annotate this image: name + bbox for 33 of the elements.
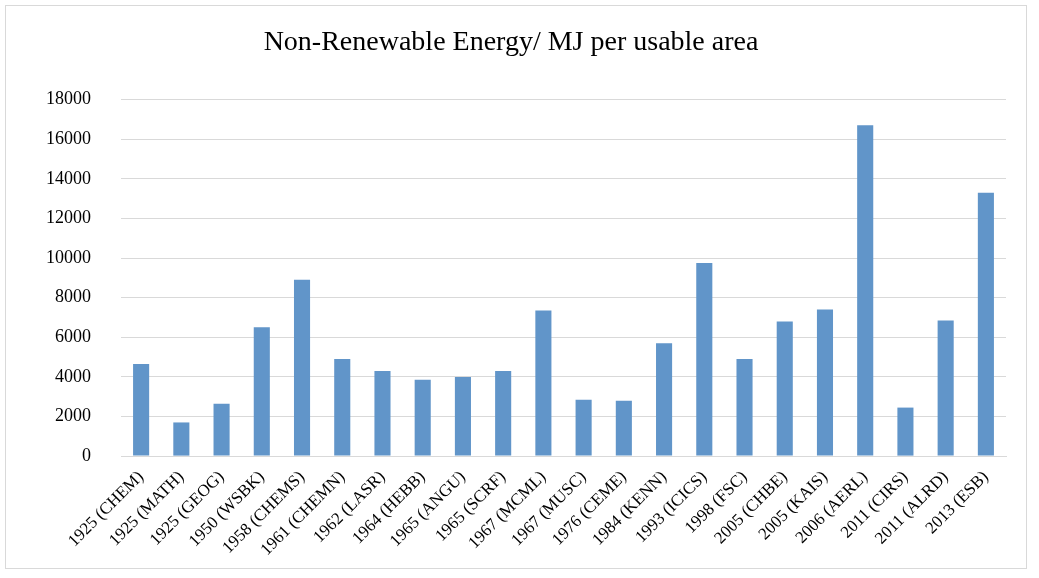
- bar: [857, 125, 874, 456]
- bar: [374, 370, 391, 456]
- bar: [897, 407, 914, 456]
- y-tick-label: 6000: [55, 326, 91, 347]
- bar: [937, 320, 954, 456]
- bar: [454, 376, 471, 456]
- bar: [414, 379, 431, 456]
- y-tick-label: 14000: [46, 167, 91, 188]
- y-tick-label: 4000: [55, 365, 91, 386]
- bar: [293, 279, 311, 456]
- bar: [696, 263, 713, 456]
- y-tick-label: 10000: [46, 246, 91, 267]
- bar: [535, 310, 552, 456]
- bar: [495, 370, 512, 456]
- y-tick-label: 18000: [46, 88, 91, 109]
- bar: [173, 422, 190, 456]
- bar: [253, 327, 270, 456]
- bar: [776, 321, 793, 456]
- chart-title: Non-Renewable Energy/ MJ per usable area: [263, 25, 759, 57]
- bar: [213, 403, 230, 456]
- y-tick-label: 0: [82, 444, 91, 465]
- bar: [977, 192, 994, 456]
- bar: [736, 359, 753, 456]
- y-tick-label: 8000: [55, 286, 91, 307]
- bar: [575, 399, 592, 456]
- y-tick-label: 12000: [46, 207, 91, 228]
- y-tick-label: 2000: [55, 405, 91, 426]
- bar: [816, 309, 834, 456]
- bar: [334, 359, 351, 456]
- bar: [656, 343, 673, 456]
- bar: [615, 400, 632, 456]
- y-tick-label: 16000: [46, 127, 91, 148]
- bar: [133, 364, 150, 456]
